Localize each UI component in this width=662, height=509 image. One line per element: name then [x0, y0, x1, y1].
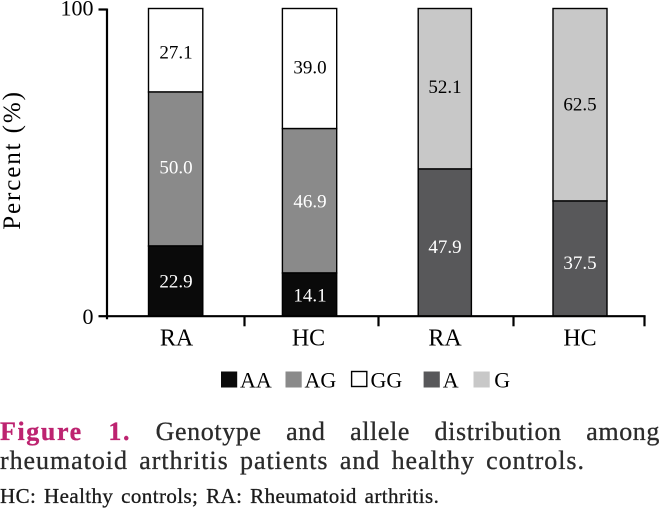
svg-text:GG: GG	[371, 368, 403, 393]
svg-text:Percent (%): Percent (%)	[0, 90, 26, 230]
svg-text:39.0: 39.0	[293, 58, 326, 79]
svg-text:14.1: 14.1	[293, 286, 326, 307]
svg-text:52.1: 52.1	[428, 77, 461, 98]
svg-text:AG: AG	[305, 368, 337, 393]
svg-text:47.9: 47.9	[428, 237, 461, 258]
svg-text:46.9: 46.9	[293, 192, 326, 213]
svg-text:37.5: 37.5	[563, 253, 596, 274]
svg-text:A: A	[443, 368, 459, 393]
svg-text:27.1: 27.1	[159, 43, 192, 64]
svg-text:0: 0	[83, 304, 94, 329]
svg-text:62.5: 62.5	[563, 94, 596, 115]
svg-text:RA: RA	[428, 326, 462, 352]
svg-text:HC: HC	[292, 326, 325, 352]
svg-text:HC: HC	[563, 326, 596, 352]
svg-text:22.9: 22.9	[159, 272, 192, 293]
svg-text:100: 100	[61, 0, 94, 21]
svg-text:RA: RA	[160, 326, 194, 352]
svg-text:AA: AA	[240, 368, 272, 393]
svg-text:G: G	[494, 368, 510, 393]
svg-text:50.0: 50.0	[159, 158, 192, 179]
